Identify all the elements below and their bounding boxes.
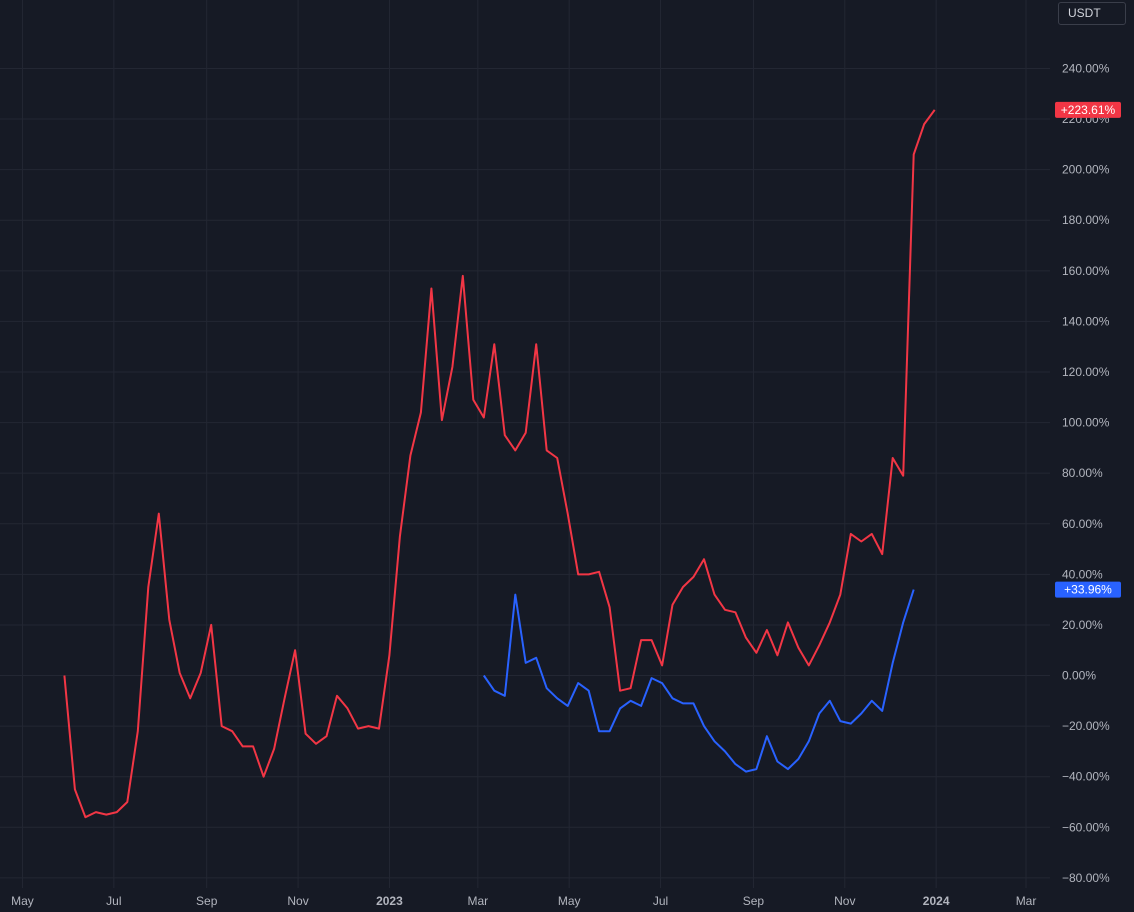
y-tick-label: 160.00%: [1062, 264, 1110, 278]
last-value-badge-1: [1055, 101, 1121, 118]
x-tick-label: May: [11, 894, 34, 908]
x-tick-label: Nov: [834, 894, 855, 908]
series-line-1[interactable]: [63, 109, 936, 819]
x-tick-label: Sep: [196, 894, 218, 908]
y-tick-label: −40.00%: [1062, 770, 1110, 784]
series-line-2[interactable]: [482, 589, 915, 773]
y-tick-label: 80.00%: [1062, 466, 1103, 480]
x-tick-label: Jul: [106, 894, 121, 908]
x-tick-label: Nov: [287, 894, 308, 908]
currency-selector-button[interactable]: USDT: [1058, 2, 1126, 25]
y-tick-label: 200.00%: [1062, 163, 1110, 177]
y-tick-label: 180.00%: [1062, 213, 1110, 227]
y-tick-label: −20.00%: [1062, 719, 1110, 733]
y-tick-label: 0.00%: [1062, 669, 1096, 683]
x-tick-label: May: [558, 894, 581, 908]
y-tick-label: 20.00%: [1062, 618, 1103, 632]
x-tick-label: Jul: [653, 894, 668, 908]
x-tick-label: 2024: [923, 894, 950, 908]
y-tick-label: 40.00%: [1062, 567, 1103, 581]
x-tick-label: Mar: [467, 894, 488, 908]
y-tick-label: 60.00%: [1062, 517, 1103, 531]
y-tick-label: 120.00%: [1062, 365, 1110, 379]
x-tick-label: Mar: [1016, 894, 1037, 908]
y-tick-label: 240.00%: [1062, 61, 1110, 75]
last-value-badge-2: [1055, 581, 1121, 598]
y-tick-label: 140.00%: [1062, 314, 1110, 328]
x-tick-label: Sep: [743, 894, 765, 908]
y-tick-label: −60.00%: [1062, 820, 1110, 834]
y-tick-label: −80.00%: [1062, 871, 1110, 885]
last-value-label-2: +33.96%: [1064, 583, 1112, 597]
x-tick-label: 2023: [376, 894, 403, 908]
last-value-label-1: +223.61%: [1061, 103, 1116, 117]
y-tick-label: 100.00%: [1062, 416, 1110, 430]
